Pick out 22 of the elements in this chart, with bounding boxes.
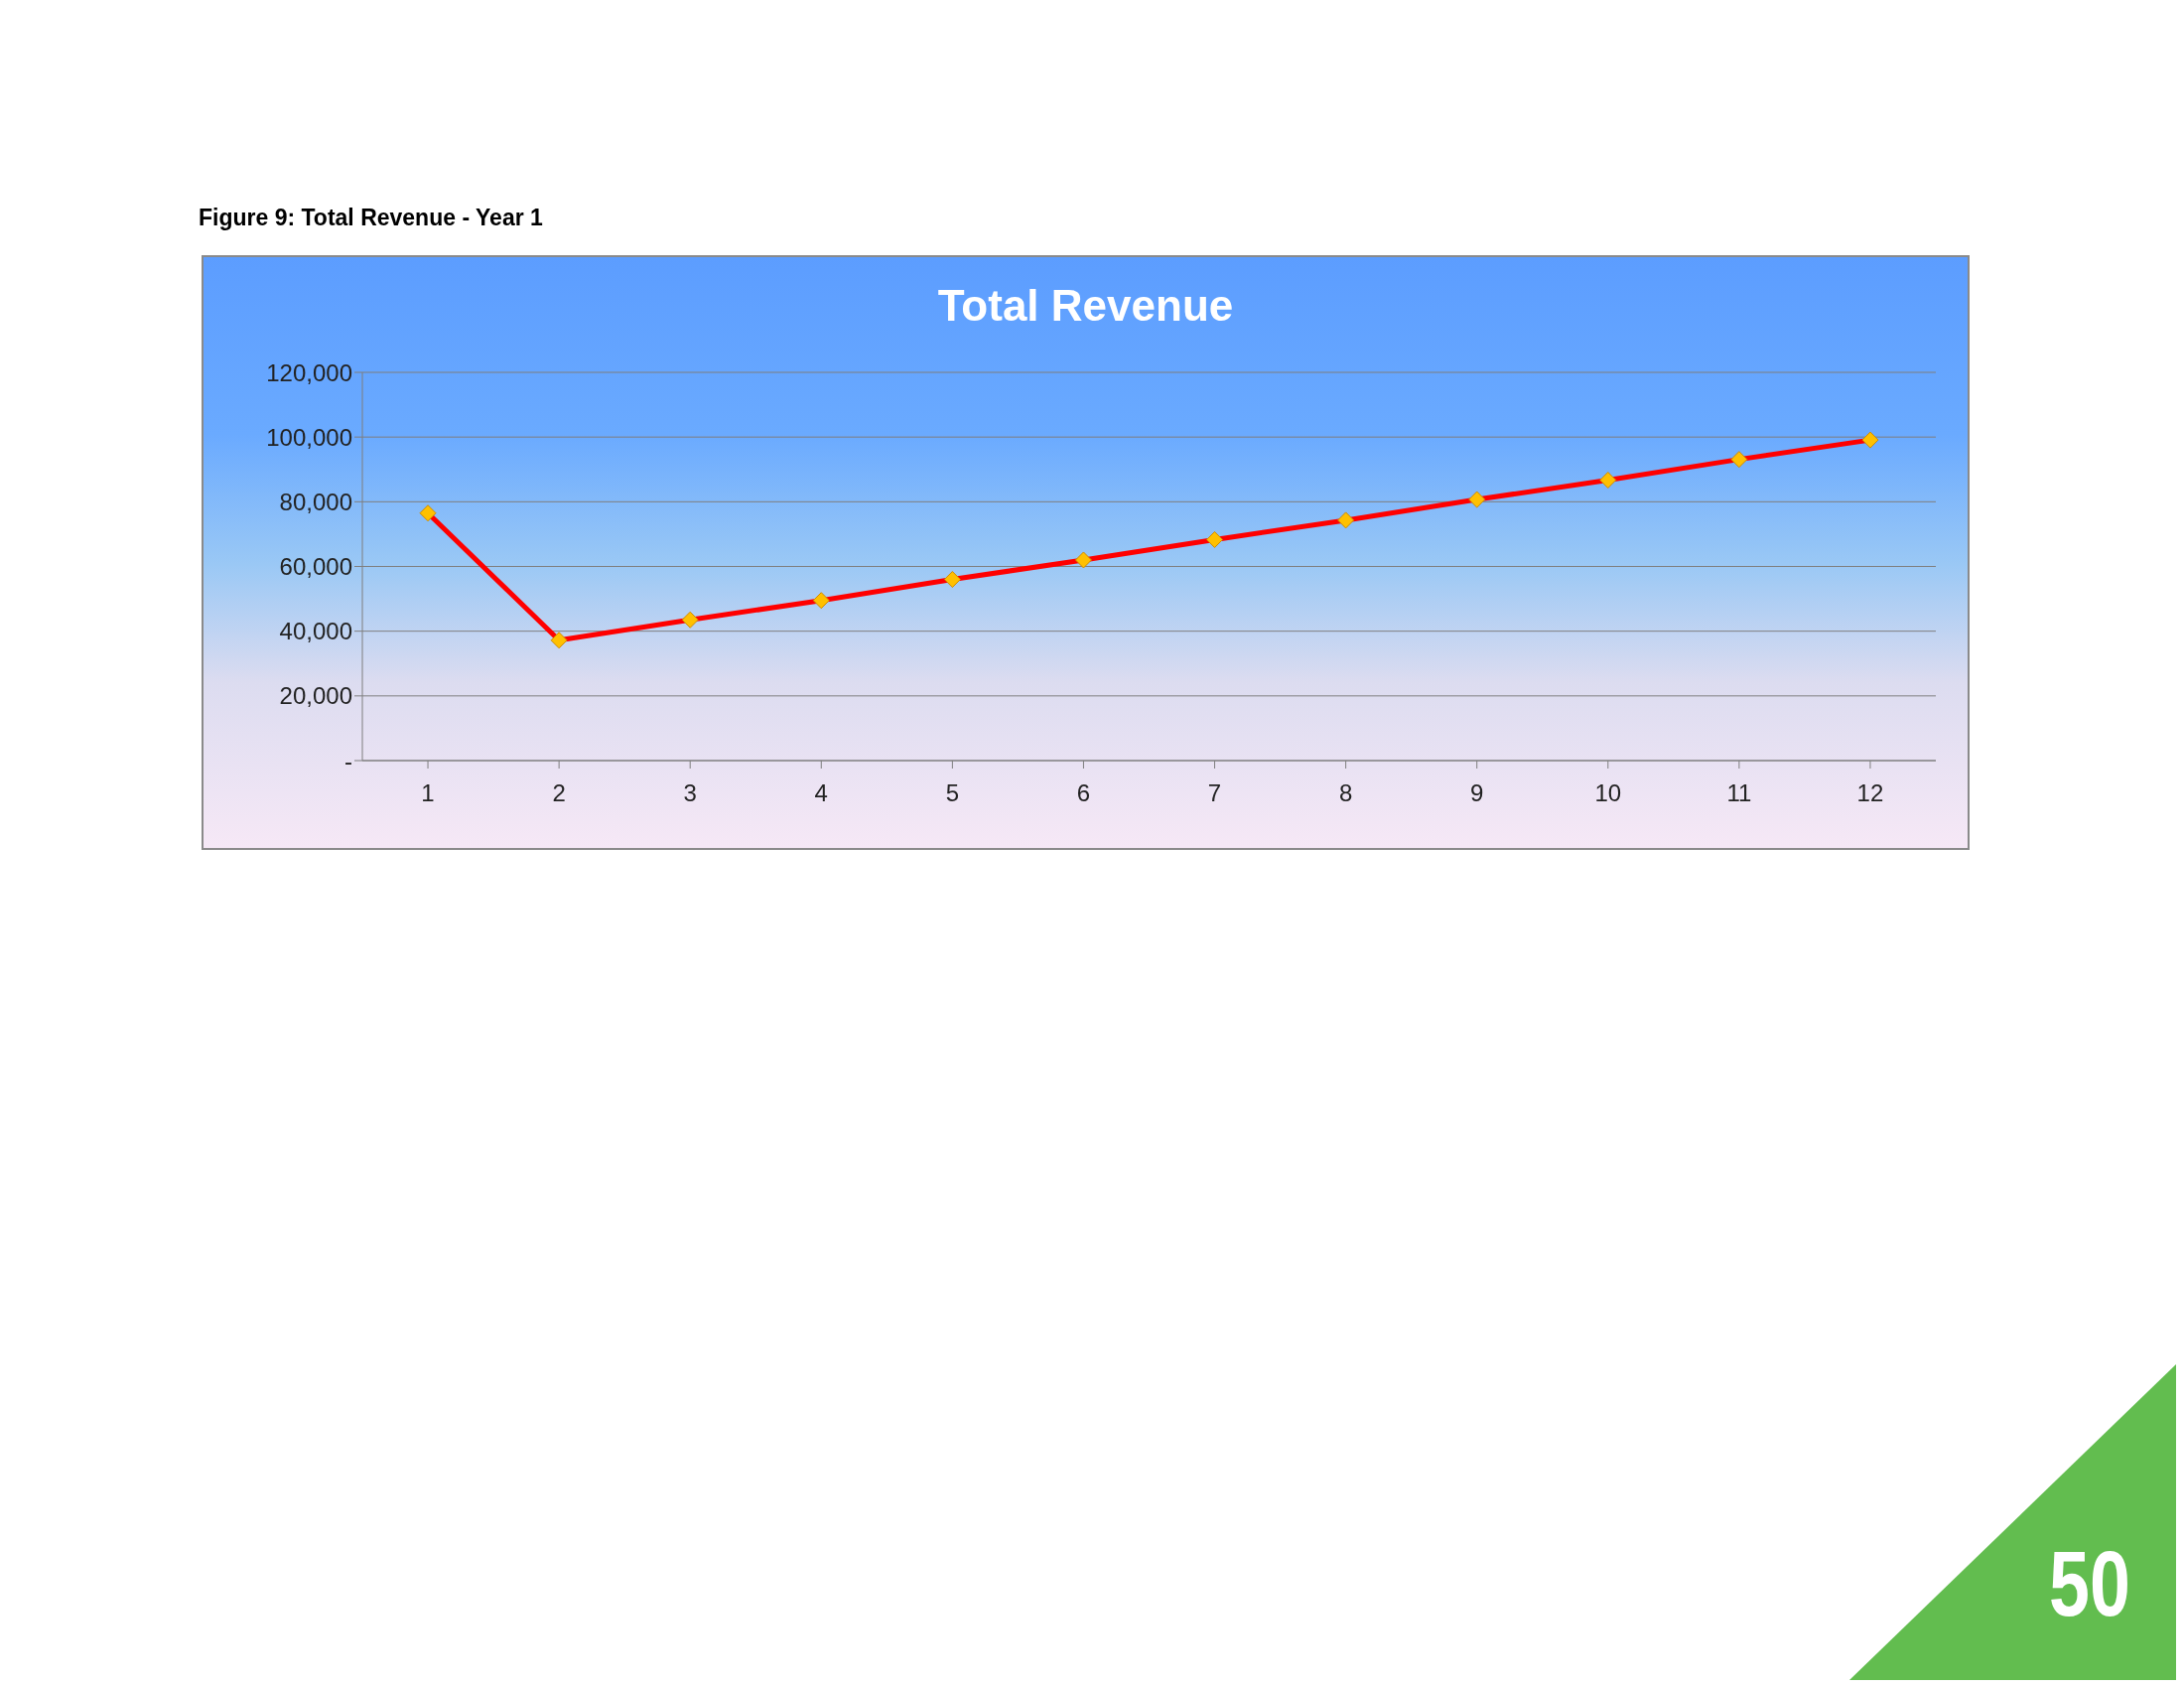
caption: Figure 9: Total Revenue - Year 1 — [199, 205, 543, 231]
x-tick-label: 7 — [1207, 779, 1222, 807]
x-tick-label: 1 — [421, 779, 435, 807]
y-tick-label: 40,000 — [279, 618, 352, 645]
x-tick-label: 11 — [1726, 779, 1752, 807]
y-tick-label: 80,000 — [279, 488, 352, 515]
x-tick-label: 3 — [683, 779, 697, 807]
y-tick-label: 120,000 — [266, 358, 352, 386]
y-tick-label: 100,000 — [266, 423, 352, 451]
x-tick-label: 9 — [1470, 779, 1484, 807]
x-tick-label: 4 — [814, 779, 828, 807]
x-tick-label: 6 — [1076, 779, 1091, 807]
x-tick-label: 10 — [1594, 779, 1622, 807]
text: 50 — [2049, 1532, 2130, 1636]
chart-title: Total Revenue — [936, 281, 1235, 331]
x-tick-label: 8 — [1338, 779, 1353, 807]
x-tick-label: 5 — [945, 779, 960, 807]
x-tick-label: 2 — [552, 779, 566, 807]
y-tick-label: 20,000 — [279, 682, 352, 710]
y-tick-label: - — [344, 747, 352, 774]
x-tick-label: 12 — [1856, 779, 1884, 807]
y-tick-label: 60,000 — [279, 553, 352, 581]
